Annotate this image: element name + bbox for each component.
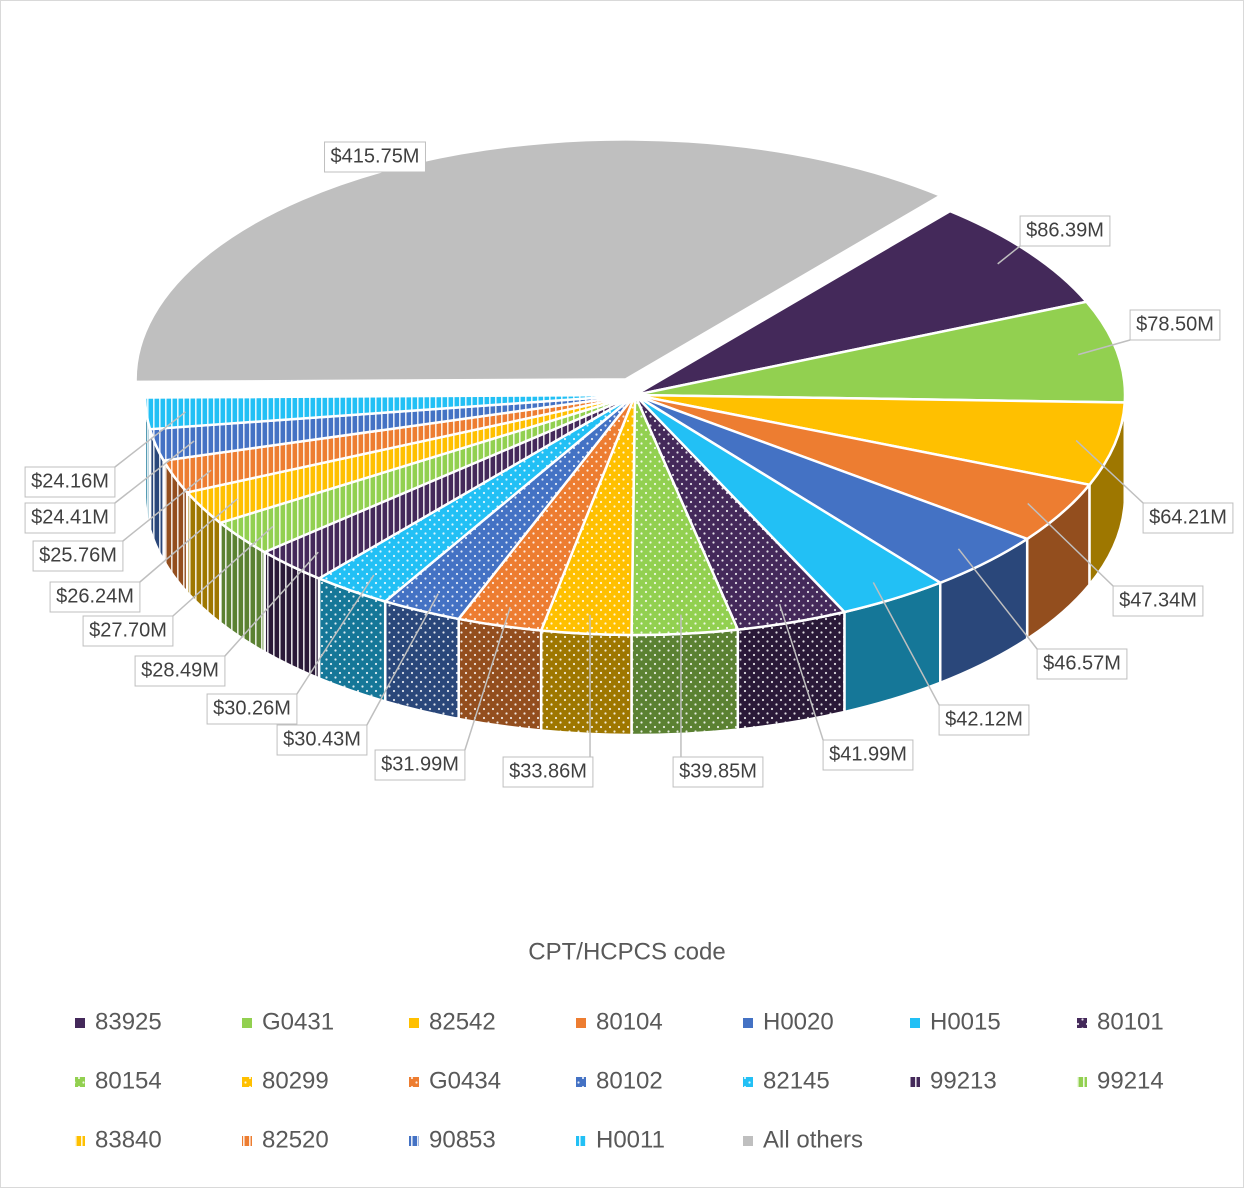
legend-label: 82542 (429, 1008, 496, 1035)
legend-marker (1077, 1018, 1087, 1028)
legend-label: 99213 (930, 1067, 997, 1094)
legend-label: 90853 (429, 1126, 496, 1153)
legend-label: 83925 (95, 1008, 162, 1035)
data-label: $78.50M (1136, 313, 1214, 335)
legend-label: G0431 (262, 1008, 334, 1035)
data-label: $24.41M (31, 506, 109, 528)
legend-marker (743, 1136, 753, 1146)
data-label: $64.21M (1149, 506, 1227, 528)
legend-marker (75, 1018, 85, 1028)
legend-label: H0011 (596, 1126, 665, 1153)
legend-label: H0020 (763, 1008, 834, 1035)
legend-marker (910, 1077, 920, 1087)
data-label: $24.16M (31, 470, 109, 492)
legend-marker (409, 1077, 419, 1087)
legend-label: 82145 (763, 1067, 830, 1094)
slice-side (738, 612, 845, 730)
data-label: $47.34M (1119, 589, 1197, 611)
slice-side (541, 631, 631, 735)
legend-marker (743, 1018, 753, 1028)
legend-marker (242, 1018, 252, 1028)
data-label: $42.12M (945, 708, 1023, 730)
legend-label: 82520 (262, 1126, 329, 1153)
legend-marker (576, 1077, 586, 1087)
legend-marker (743, 1077, 753, 1087)
legend-label: 80299 (262, 1067, 329, 1094)
legend-title: CPT/HCPCS code (528, 938, 725, 965)
data-label: $30.43M (283, 728, 361, 750)
data-label: $39.85M (679, 760, 757, 782)
legend-marker (910, 1018, 920, 1028)
legend-marker (576, 1136, 586, 1146)
legend-marker (576, 1018, 586, 1028)
legend-marker (242, 1077, 252, 1087)
legend-label: All others (763, 1126, 863, 1153)
legend-label: 80101 (1097, 1008, 1164, 1035)
data-label: $41.99M (829, 743, 907, 765)
data-label: $27.70M (89, 619, 167, 641)
legend-marker (242, 1136, 252, 1146)
slice-side (459, 619, 541, 731)
slice-side (385, 601, 458, 718)
data-label: $25.76M (39, 544, 117, 566)
legend-marker (409, 1136, 419, 1146)
legend-label: 99214 (1097, 1067, 1164, 1094)
legend-label: G0434 (429, 1067, 501, 1094)
legend-marker (75, 1136, 85, 1146)
data-label: $415.75M (331, 145, 420, 167)
legend-marker (75, 1077, 85, 1087)
data-label: $28.49M (141, 659, 219, 681)
data-label: $86.39M (1026, 219, 1104, 241)
legend-label: 83840 (95, 1126, 162, 1153)
legend-label: H0015 (930, 1008, 1001, 1035)
legend-marker (409, 1018, 419, 1028)
data-label: $30.26M (213, 697, 291, 719)
legend-marker (1077, 1077, 1087, 1087)
slice-side (632, 630, 738, 735)
legend-label: 80104 (596, 1008, 663, 1035)
data-label: $26.24M (56, 585, 134, 607)
legend-label: 80154 (95, 1067, 162, 1094)
data-label: $33.86M (509, 760, 587, 782)
data-label: $46.57M (1043, 652, 1121, 674)
data-label: $31.99M (381, 753, 459, 775)
legend-label: 80102 (596, 1067, 663, 1094)
